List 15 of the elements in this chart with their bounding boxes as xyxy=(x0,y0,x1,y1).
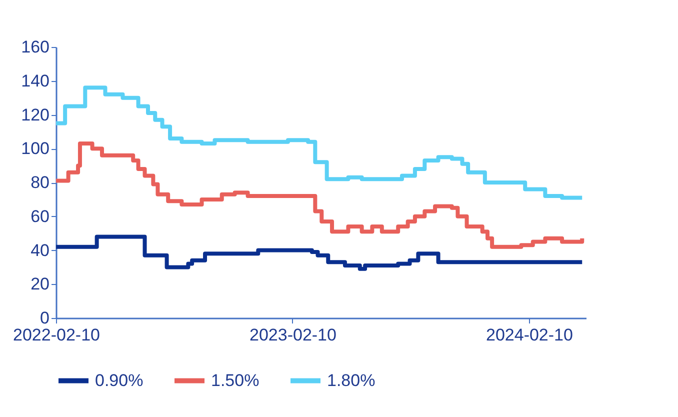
legend-label: 1.80% xyxy=(327,370,376,390)
legend-label: 0.90% xyxy=(95,370,144,390)
y-tick-label: 20 xyxy=(30,274,50,294)
legend-label: 1.50% xyxy=(211,370,260,390)
y-tick-label: 80 xyxy=(30,173,50,192)
y-tick-label: 140 xyxy=(21,71,50,90)
y-tick-label: 40 xyxy=(30,240,50,260)
x-tick-label: 2023-02-10 xyxy=(250,326,336,344)
y-tick-label: 120 xyxy=(21,105,50,124)
y-tick-label: 60 xyxy=(30,206,50,226)
y-tick-label: 100 xyxy=(21,139,50,158)
y-tick-label: 160 xyxy=(21,38,50,56)
y-tick-label: 0 xyxy=(40,308,50,328)
x-tick-label: 2022-02-10 xyxy=(13,326,100,344)
x-tick-label: 2024-02-10 xyxy=(486,326,573,344)
